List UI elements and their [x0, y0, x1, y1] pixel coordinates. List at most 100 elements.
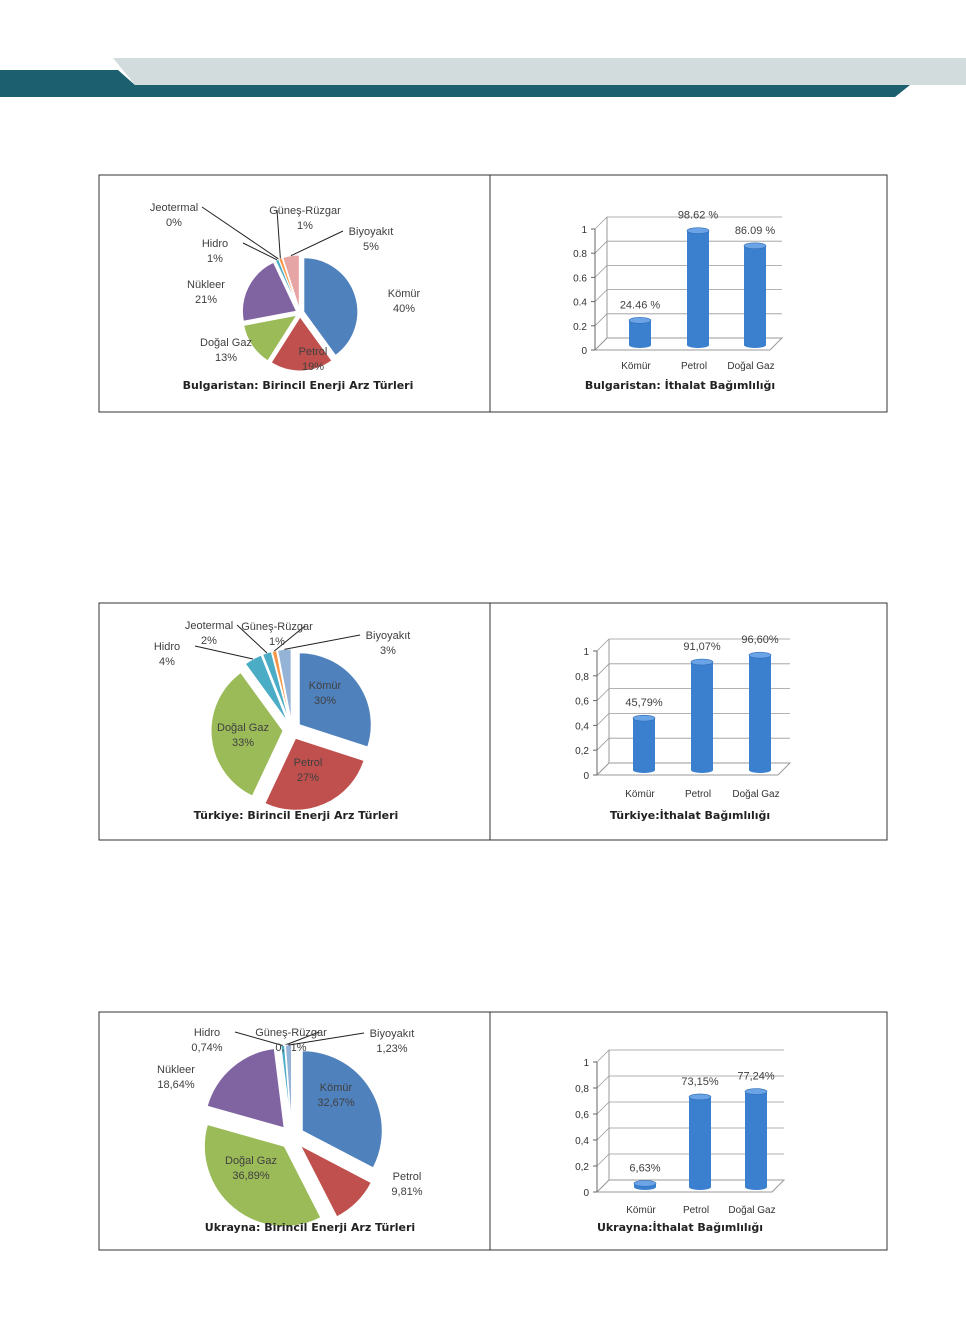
slice-label-value: 1%: [207, 253, 223, 265]
bar-2: [745, 1091, 767, 1190]
slice-label-name: Doğal Gaz: [217, 722, 269, 734]
pie-slice-nkleer: [206, 1047, 285, 1129]
slice-label-value: 4%: [159, 656, 175, 668]
leader-line: [234, 1031, 283, 1046]
slice-label-name: Kömür: [388, 288, 421, 300]
slice-label-name: Biyoyakıt: [366, 630, 411, 642]
pie-slice-petrol: [264, 737, 365, 811]
leader-line: [274, 625, 306, 652]
gridline: [596, 762, 790, 776]
bar-top: [633, 1180, 657, 1187]
chart-title: Türkiye:İthalat Bağımlılığı: [610, 808, 770, 822]
slice-label-value: 13%: [215, 352, 237, 364]
x-tick-label: Petrol: [685, 789, 711, 800]
slice-label-value: 32,67%: [317, 1097, 355, 1109]
slice-label-value: 27%: [297, 772, 319, 784]
bar-data-label: 6,63%: [629, 1162, 660, 1174]
pie-slice-kmr: [303, 257, 359, 357]
slice-label-value: 21%: [195, 294, 217, 306]
x-tick-label: Petrol: [681, 361, 707, 372]
bar-0: [633, 718, 655, 773]
slice-label-value: 1%: [297, 220, 313, 232]
gridline: [594, 337, 782, 351]
y-tick-label: 1: [583, 1058, 589, 1069]
gridline: [596, 663, 790, 677]
bar-1: [687, 230, 709, 348]
slice-label-name: Hidro: [154, 641, 180, 653]
leader-line: [201, 206, 279, 260]
bar-top: [688, 1093, 712, 1101]
bar-chart-1: 0 0.2 0.4 0.6 0.8 1 24.46 % Kömür 98.62 % Petrol 8…: [573, 210, 784, 392]
figure-frame-2: [98, 602, 888, 841]
bar-data-label: 45,79%: [625, 697, 663, 709]
slice-label-value: 5%: [363, 241, 379, 253]
slice-label-value: 9,81%: [391, 1186, 422, 1198]
slice-label-value: 30%: [314, 695, 336, 707]
bar-chart-3: 0 0,2 0,4 0,6 0,8 1 45,79% Kömür 91,07% Petrol 96,…: [575, 634, 792, 822]
slice-label-name: Kömür: [309, 680, 342, 692]
pie-slice-doalgaz: [243, 314, 298, 362]
slice-label-value: 33%: [232, 737, 254, 749]
bar-data-label: 98.62 %: [678, 210, 719, 222]
y-tick-label: 0,6: [575, 1110, 589, 1121]
chart-title: Ukrayna:İthalat Bağımlılığı: [597, 1220, 763, 1234]
slice-label-name: Petrol: [294, 757, 323, 769]
gridline: [596, 1049, 784, 1063]
slice-label-value: 18,64%: [157, 1079, 195, 1091]
bar-top: [743, 242, 767, 250]
slice-label-name: Doğal Gaz: [200, 337, 252, 349]
slice-label-value: 1%: [269, 636, 285, 648]
pie-slice-biyoyakt: [282, 254, 300, 310]
slice-label-name: Jeotermal: [185, 620, 233, 632]
x-tick-label: Doğal Gaz: [732, 789, 779, 800]
bar-1: [689, 1096, 711, 1190]
y-tick-label: 1: [583, 647, 589, 658]
y-tick-label: 0,8: [575, 1084, 589, 1095]
y-tick-label: 0,8: [575, 672, 589, 683]
y-tick-label: 1: [581, 225, 587, 236]
leader-line: [276, 209, 281, 259]
gridline: [596, 1179, 784, 1193]
x-tick-label: Kömür: [621, 361, 651, 372]
bar-top: [690, 658, 714, 666]
bar-top: [744, 1088, 768, 1095]
leader-line: [194, 645, 254, 660]
chart-title: Bulgaristan: İthalat Bağımlılığı: [585, 378, 775, 392]
pie-slice-kmr: [301, 1050, 383, 1169]
y-tick-label: 0,6: [575, 697, 589, 708]
figure-frame-1: [98, 174, 888, 413]
pie-slice-gnerzgar: [271, 649, 291, 722]
leader-line: [290, 230, 344, 257]
y-tick-label: 0: [583, 1188, 589, 1199]
bar-chart-5: 0 0,2 0,4 0,6 0,8 1 6,63% Kömür 73,15% Petrol 77,2…: [575, 1049, 786, 1234]
slice-label-name: Petrol: [393, 1171, 422, 1183]
leader-line: [236, 624, 268, 654]
gridline: [594, 240, 782, 254]
pie-slice-doalgaz: [210, 671, 284, 797]
x-tick-label: Kömür: [626, 1205, 656, 1216]
gridline: [594, 264, 782, 278]
bar-data-label: 24.46 %: [620, 299, 661, 311]
y-tick-label: 0.2: [573, 322, 587, 333]
bar-top: [632, 714, 656, 722]
slice-label-value: 0%: [166, 217, 182, 229]
slice-label-value: 19%: [302, 361, 324, 373]
gridline: [594, 289, 782, 302]
chart-title: Ukrayna: Birincil Enerji Arz Türleri: [205, 1221, 415, 1234]
slice-label-name: Nükleer: [187, 279, 225, 291]
leader-line: [284, 634, 361, 650]
bar-top: [686, 227, 710, 234]
gridline: [594, 313, 782, 327]
y-tick-label: 0: [581, 346, 587, 357]
bar-data-label: 86.09 %: [735, 225, 776, 237]
leader-line: [284, 1031, 320, 1046]
slice-label-value: 40%: [393, 303, 415, 315]
bar-1: [691, 662, 713, 773]
slice-label-value: 36,89%: [232, 1170, 270, 1182]
y-tick-label: 0,4: [575, 1136, 589, 1147]
gridline: [596, 713, 790, 726]
pie-slice-petrol: [270, 316, 333, 372]
leader-line: [242, 242, 278, 261]
